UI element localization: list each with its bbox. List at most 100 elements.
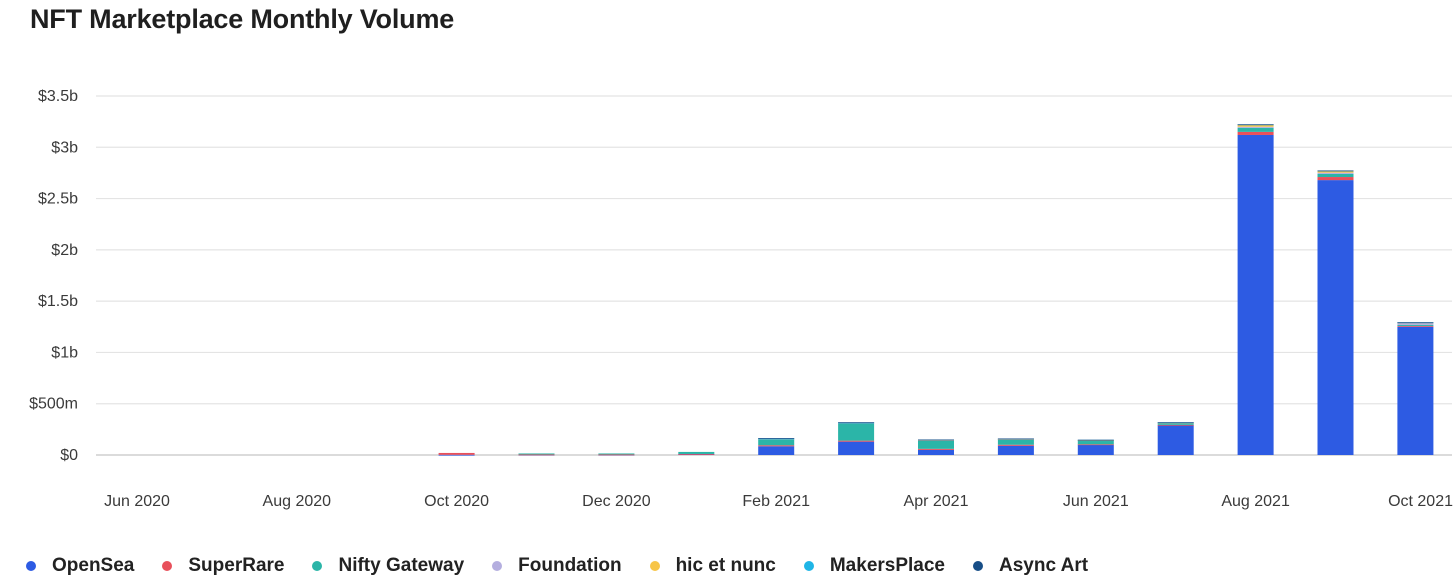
legend: OpenSea SuperRare Nifty Gateway Foundation h… [26, 555, 1116, 577]
bar-segment[interactable] [1237, 127, 1274, 132]
bar-stack [598, 453, 635, 456]
bar-segment[interactable] [518, 453, 555, 455]
bar-segment[interactable] [1157, 425, 1194, 455]
bar-segment[interactable] [1237, 131, 1274, 135]
bar-stack [1317, 170, 1354, 455]
x-tick-label: Oct 2020 [424, 493, 489, 510]
bar-segment[interactable] [1157, 423, 1194, 425]
legend-label: MakersPlace [829, 555, 946, 576]
legend-item[interactable]: MakersPlace [803, 555, 946, 577]
bar-segment[interactable] [438, 454, 475, 456]
x-tick-label: Jun 2020 [104, 493, 170, 510]
bar-segment[interactable] [1237, 126, 1274, 128]
x-tick-label: Dec 2020 [582, 493, 651, 510]
bar-segment[interactable] [598, 453, 635, 455]
bar-segment[interactable] [1397, 325, 1434, 327]
legend-label: hic et nunc [675, 555, 776, 576]
bar-stack [1157, 422, 1194, 455]
bar-segment[interactable] [518, 454, 555, 456]
bar-segment[interactable] [1077, 444, 1114, 446]
y-tick-label: $2b [51, 242, 78, 259]
bar-segment[interactable] [1317, 173, 1354, 178]
bar-segment[interactable] [1077, 440, 1114, 445]
bar-segment[interactable] [1397, 322, 1434, 324]
bar-segment[interactable] [1317, 172, 1354, 174]
x-tick-label: Oct 2021 [1388, 493, 1453, 510]
bar-stack [518, 453, 555, 456]
legend-swatch [312, 561, 323, 571]
bar-segment[interactable] [1077, 439, 1114, 441]
bar-segment[interactable] [1397, 322, 1434, 325]
bar-stack [838, 422, 875, 455]
x-tick-label: Aug 2020 [263, 493, 332, 510]
gridlines [96, 95, 1452, 456]
legend-item[interactable]: OpenSea [26, 555, 134, 577]
bar-segment[interactable] [598, 454, 635, 456]
legend-swatch [649, 561, 660, 571]
y-tick-label: $3b [51, 139, 78, 156]
legend-swatch [803, 561, 814, 571]
bar-segment[interactable] [997, 445, 1034, 455]
x-tick-label: Jun 2021 [1063, 493, 1129, 510]
legend-label: SuperRare [188, 555, 285, 576]
bar-segment[interactable] [838, 440, 875, 442]
x-tick-label: Feb 2021 [742, 493, 810, 510]
y-tick-label: $3.5b [38, 88, 78, 105]
bar-segment[interactable] [838, 422, 875, 424]
bar-stack [1397, 322, 1434, 455]
legend-label: Nifty Gateway [338, 555, 465, 576]
y-tick-label: $2.5b [38, 191, 78, 208]
legend-item[interactable]: SuperRare [162, 555, 284, 577]
legend-item[interactable]: hic et nunc [649, 555, 776, 577]
y-tick-label: $0 [60, 447, 78, 464]
legend-item[interactable]: Async Art [973, 555, 1088, 577]
y-tick-label: $1b [51, 344, 78, 361]
legend-swatch [162, 561, 173, 571]
bar-segment[interactable] [997, 438, 1034, 440]
bar-segment[interactable] [678, 453, 715, 455]
bar-segment[interactable] [1157, 422, 1194, 424]
y-tick-label: $500m [29, 396, 78, 413]
y-axis-tick-labels: $0 $500m $1b $1.5b $2b $2.5b $3b $3.5b [29, 88, 78, 464]
bar-segment[interactable] [1397, 324, 1434, 326]
bar-segment[interactable] [758, 438, 795, 439]
bar-segment[interactable] [838, 423, 875, 441]
bar-segment[interactable] [1317, 177, 1354, 181]
bar-stack [1237, 124, 1274, 455]
bar-segment[interactable] [1237, 124, 1274, 126]
legend-swatch [492, 561, 503, 571]
bar-segment[interactable] [997, 444, 1034, 446]
bar-segment[interactable] [438, 452, 475, 455]
legend-label: OpenSea [52, 555, 135, 576]
bar-segment[interactable] [918, 448, 954, 450]
bar-stack [918, 439, 954, 455]
bar-segment[interactable] [1397, 326, 1434, 455]
bar-stack [1077, 439, 1114, 455]
bar-segment[interactable] [1317, 170, 1354, 173]
bar-segment[interactable] [918, 440, 954, 449]
legend-item[interactable]: Foundation [492, 555, 622, 577]
bar-segment[interactable] [1317, 180, 1354, 455]
bar-segment[interactable] [1157, 424, 1194, 426]
bar-segment[interactable] [1237, 134, 1274, 455]
bar-segment[interactable] [918, 449, 954, 455]
x-axis-tick-labels: Jun 2020 Aug 2020 Oct 2020 Dec 2020 Feb 2021… [104, 493, 1453, 510]
x-tick-label: Apr 2021 [904, 493, 969, 510]
bar-segment[interactable] [838, 441, 875, 455]
y-tick-label: $1.5b [38, 293, 78, 310]
bar-segment[interactable] [918, 439, 954, 441]
bar-segment[interactable] [758, 439, 795, 446]
bar-segment[interactable] [1317, 170, 1354, 172]
bar-segment[interactable] [1077, 444, 1114, 455]
legend-label: Foundation [518, 555, 622, 576]
bar-stack [438, 452, 475, 456]
bar-segment[interactable] [678, 451, 715, 454]
legend-item[interactable]: Nifty Gateway [312, 555, 464, 577]
bar-segment[interactable] [758, 445, 795, 447]
bar-segment[interactable] [1237, 124, 1274, 127]
x-tick-label: Aug 2021 [1221, 493, 1290, 510]
bar-segment[interactable] [758, 446, 795, 455]
legend-swatch [973, 561, 984, 571]
bar-segment[interactable] [997, 439, 1034, 445]
